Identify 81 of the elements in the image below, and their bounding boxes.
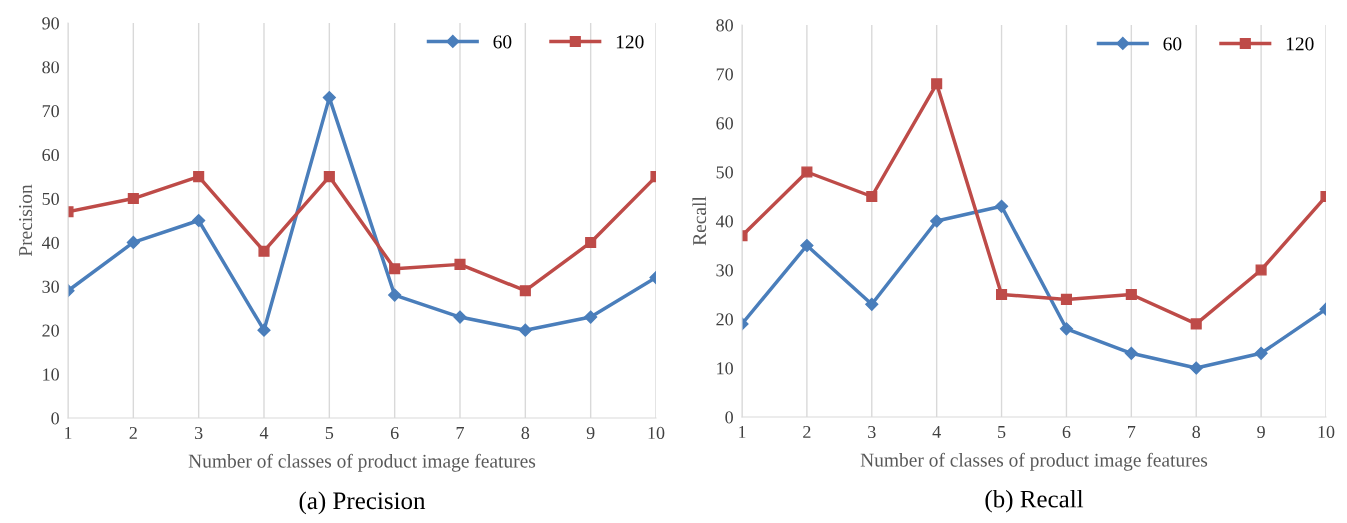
x-tick-label: 4: [259, 426, 269, 439]
point: [257, 323, 271, 337]
y-tick-label: 60: [716, 117, 733, 130]
point: [1189, 361, 1203, 375]
point: [866, 190, 878, 203]
y-tick-label: 40: [715, 215, 733, 228]
y-tick-label: 10: [43, 368, 59, 381]
x-tick-label: 1: [65, 426, 72, 439]
point: [322, 91, 336, 105]
y-tick-label: 30: [716, 264, 733, 277]
point: [323, 171, 335, 183]
x-tick-label: 10: [1318, 425, 1335, 439]
y-tick-label: 70: [716, 68, 733, 81]
x-tick-label: 4: [932, 425, 941, 438]
point: [192, 213, 206, 228]
x-tick-label: 5: [325, 427, 334, 440]
point: [258, 245, 270, 257]
legend-label: 120: [1286, 37, 1314, 51]
point: [1060, 293, 1073, 305]
point: [995, 288, 1008, 301]
legend-label: 120: [616, 35, 644, 49]
point: [584, 310, 598, 324]
x-tick-label: 2: [129, 426, 137, 439]
y-tick-label: 60: [42, 148, 59, 162]
x-tick-label: 1: [739, 425, 746, 438]
point: [865, 297, 879, 311]
y-tick-label: 10: [717, 362, 733, 375]
y-tick-label: 30: [42, 280, 59, 293]
text: (a) Precision: [299, 491, 426, 515]
x-tick-label: 2: [803, 425, 811, 438]
x-tick-label: 7: [456, 427, 464, 439]
y-tick-label: 20: [716, 313, 733, 326]
point: [126, 235, 140, 250]
x-tick-label: 5: [998, 426, 1006, 439]
x-tick-label: 9: [586, 426, 595, 440]
point: [193, 171, 205, 183]
x-axis-title: Number of classes of product image features: [188, 453, 536, 472]
point: [1255, 264, 1267, 276]
y-tick-label: 90: [42, 17, 59, 30]
x-tick-label: 7: [1128, 426, 1136, 438]
point: [801, 166, 813, 178]
y-tick-label: 50: [716, 166, 733, 179]
point: [1059, 322, 1074, 336]
point: [127, 192, 139, 205]
y-tick-label: 20: [42, 324, 59, 337]
point: [930, 214, 944, 228]
y-tick-label: 0: [725, 411, 733, 424]
point: [389, 263, 401, 275]
x-tick-label: 6: [1062, 425, 1071, 439]
x-tick-label: 8: [521, 426, 530, 440]
x-tick-label: 8: [1192, 425, 1201, 439]
y-tick-label: 40: [41, 236, 59, 249]
point: [519, 285, 531, 297]
text: (b) Recall: [985, 489, 1084, 513]
x-tick-label: 9: [1257, 425, 1265, 439]
y-axis-title: Precision: [19, 184, 33, 257]
point: [1190, 318, 1202, 330]
point: [454, 258, 466, 270]
y-tick-label: 80: [716, 19, 733, 32]
point: [453, 310, 467, 324]
y-tick-label: 50: [42, 192, 59, 205]
point: [800, 238, 814, 253]
point: [1125, 288, 1137, 301]
x-axis-title: Number of classes of product image features: [860, 452, 1208, 471]
legend-label: 60: [493, 35, 512, 49]
point: [1254, 346, 1268, 360]
point: [585, 236, 597, 249]
point: [518, 323, 532, 337]
y-axis-title: Recall: [692, 196, 707, 246]
x-tick-label: 6: [390, 426, 399, 440]
x-tick-label: 3: [195, 426, 203, 440]
point: [1124, 346, 1138, 360]
x-tick-label: 3: [868, 425, 876, 439]
y-tick-label: 70: [42, 105, 59, 118]
point: [931, 78, 943, 90]
point: [994, 199, 1009, 213]
legend-label: 60: [1163, 37, 1182, 51]
y-tick-label: 0: [51, 412, 59, 425]
y-tick-label: 80: [42, 61, 59, 74]
point: [388, 288, 402, 302]
x-tick-label: 10: [648, 426, 665, 440]
